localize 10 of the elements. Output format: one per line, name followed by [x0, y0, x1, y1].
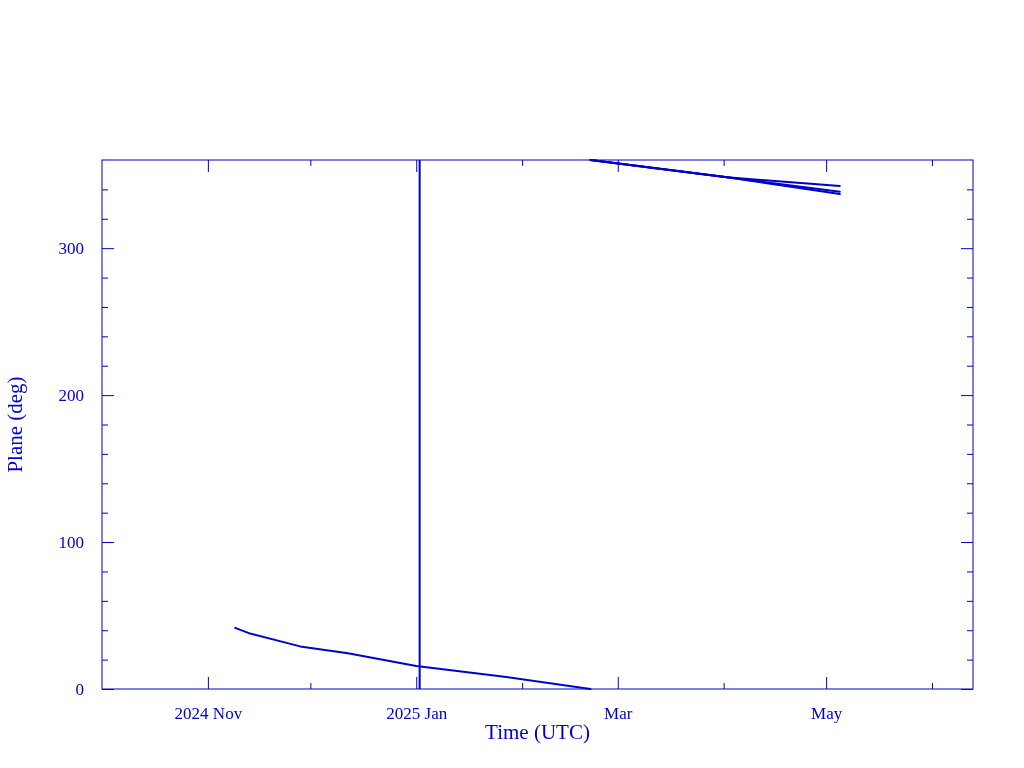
y-tick-label: 100	[58, 533, 84, 552]
x-tick-label: May	[811, 704, 843, 724]
x-tick-label: 2024 Nov	[174, 704, 243, 724]
x-tick-label: 2025 Jan	[386, 704, 448, 724]
x-tick-label: Mar	[604, 704, 633, 724]
y-tick-label: 0	[75, 679, 84, 699]
y-tick-label: 300	[58, 239, 84, 259]
y-axis-title: Plane (deg)	[3, 376, 27, 473]
y-tick-label: 200	[58, 386, 84, 406]
x-axis-title: Time (UTC)	[485, 720, 590, 744]
